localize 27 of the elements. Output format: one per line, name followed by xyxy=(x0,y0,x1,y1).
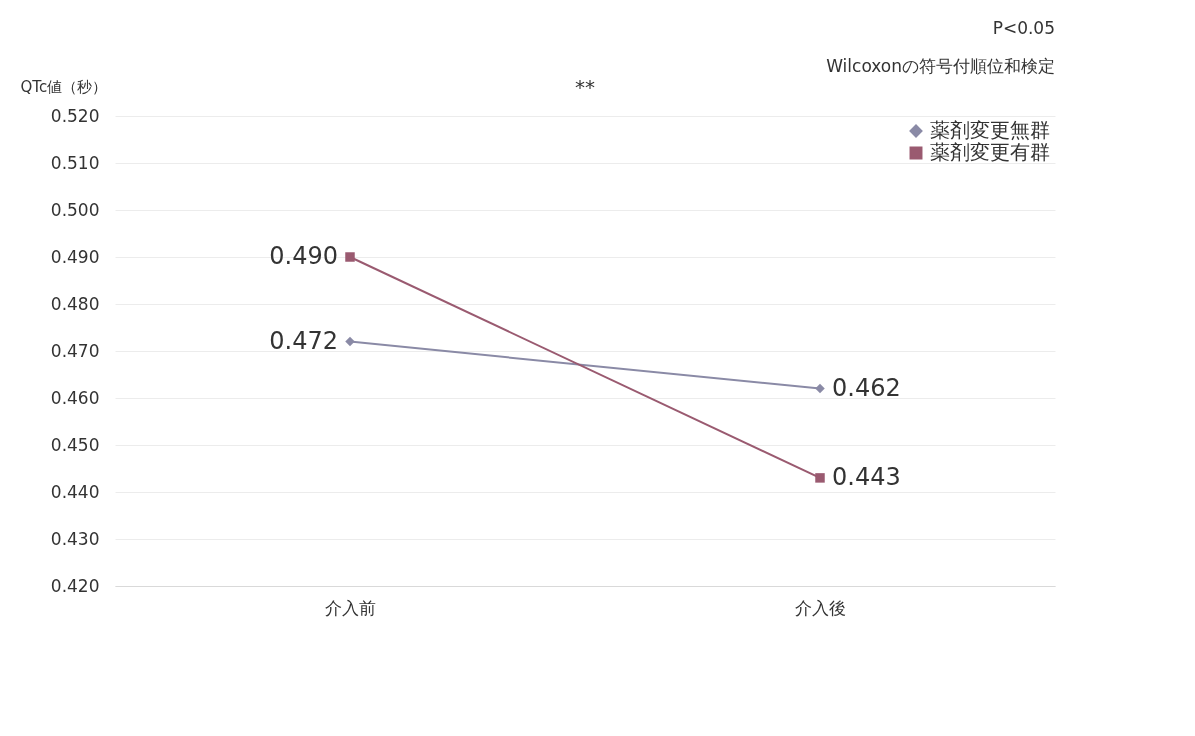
text: ** xyxy=(575,75,595,99)
text: P<0.05 xyxy=(992,18,1055,38)
y-tick-label: 0.430 xyxy=(50,528,100,549)
y-tick-label: 0.440 xyxy=(50,481,100,502)
y-axis-title: QTc値（秒） xyxy=(20,77,108,96)
point xyxy=(345,252,355,262)
data-label: 0.472 xyxy=(269,326,338,355)
y-tick-label: 0.510 xyxy=(50,152,100,173)
data-label: 0.462 xyxy=(832,373,901,402)
data-label: 0.443 xyxy=(832,462,901,491)
legend-label: 薬剤変更有群 xyxy=(930,140,1050,164)
y-tick-label: 0.460 xyxy=(50,387,100,408)
text: Wilcoxonの符号付順位和検定 xyxy=(826,56,1055,76)
y-tick-label: 0.420 xyxy=(50,575,100,596)
legend-label: 薬剤変更無群 xyxy=(930,118,1050,142)
y-tick-label: 0.480 xyxy=(50,293,100,314)
y-tick-label: 0.470 xyxy=(50,340,100,361)
y-tick-label: 0.500 xyxy=(50,199,100,220)
y-tick-label: 0.490 xyxy=(50,246,100,267)
x-tick-label: 介入後 xyxy=(795,597,846,618)
data-label: 0.490 xyxy=(269,242,338,270)
x-tick-label: 介入前 xyxy=(325,597,376,618)
y-tick-label: 0.520 xyxy=(50,105,100,126)
y-tick-label: 0.450 xyxy=(50,434,100,455)
point xyxy=(345,336,355,347)
point xyxy=(815,383,825,394)
point xyxy=(815,473,825,483)
